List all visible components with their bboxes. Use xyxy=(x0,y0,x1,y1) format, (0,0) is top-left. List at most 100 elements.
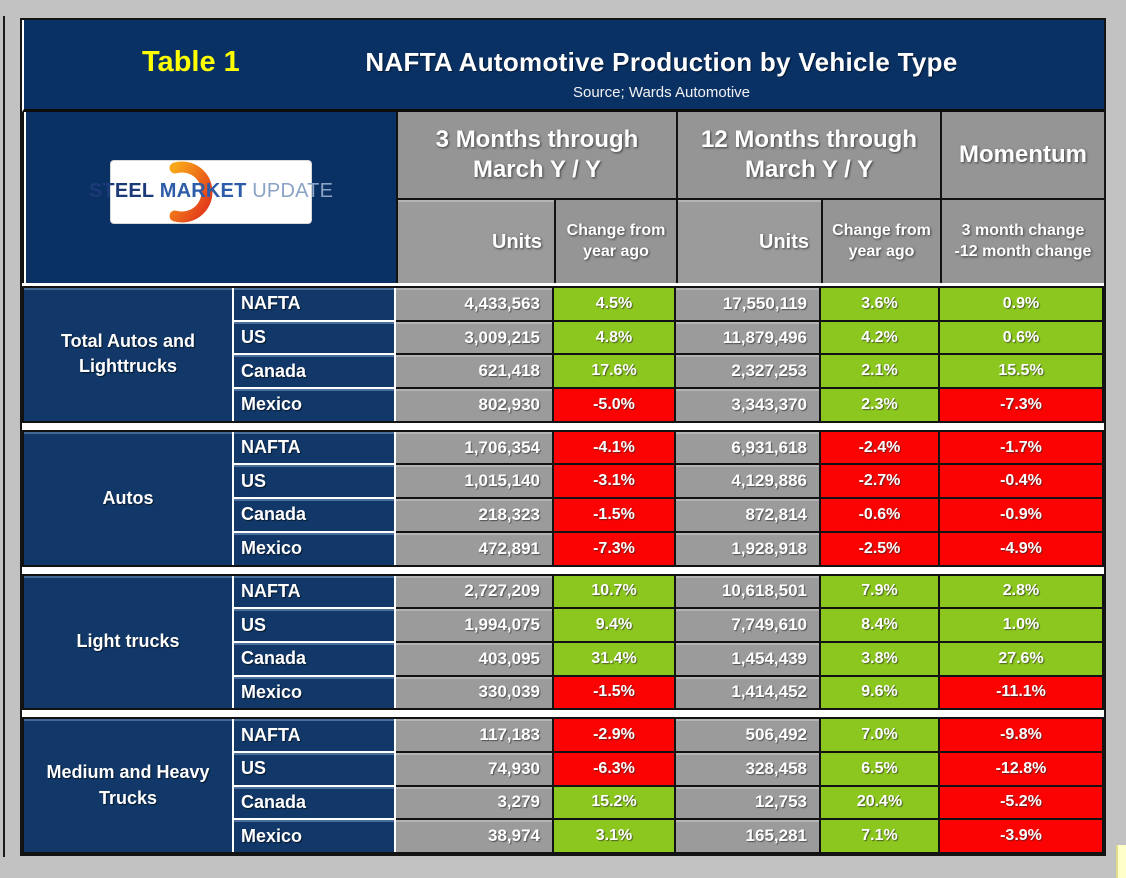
units-3mo-cell: 2,727,209 xyxy=(396,575,552,608)
change-12mo-cell: -2.4% xyxy=(821,431,938,464)
change-3mo-cell: 31.4% xyxy=(554,642,674,675)
change-12mo-cell: -2.7% xyxy=(821,465,938,498)
momentum-cell: -0.9% xyxy=(940,499,1102,531)
change-12mo-cell: -2.5% xyxy=(821,532,938,565)
title-block: NAFTA Automotive Production by Vehicle T… xyxy=(219,20,1104,109)
vehicle-group-block: Light trucks NAFTA 2,727,209 10.7% 10,618,50… xyxy=(22,573,1104,711)
header-momentum: Momentum xyxy=(942,112,1104,198)
units-3mo-cell: 3,009,215 xyxy=(396,321,552,354)
change-12mo-cell: 9.6% xyxy=(821,676,938,709)
momentum-cell: -12.8% xyxy=(940,752,1102,785)
units-12mo-cell: 506,492 xyxy=(676,719,819,751)
region-cell: Canada xyxy=(234,499,394,531)
change-3mo-cell: -4.1% xyxy=(554,431,674,464)
momentum-cell: -1.7% xyxy=(940,431,1102,464)
logo-cell: STEEL MARKET UPDATE xyxy=(24,112,396,283)
change-3mo-cell: -6.3% xyxy=(554,752,674,785)
production-table: Table 1 NAFTA Automotive Production by V… xyxy=(20,18,1106,856)
units-3mo-cell: 117,183 xyxy=(396,719,552,751)
subheader-change-12mo: Change from year ago xyxy=(823,200,940,283)
change-3mo-cell: 17.6% xyxy=(554,355,674,388)
region-cell: Canada xyxy=(234,355,394,388)
units-3mo-cell: 1,706,354 xyxy=(396,431,552,464)
units-12mo-cell: 10,618,501 xyxy=(676,575,819,608)
change-12mo-cell: -0.6% xyxy=(821,499,938,531)
source-caption: Source; Wards Automotive xyxy=(572,84,751,101)
subheader-units-3mo: Units xyxy=(398,200,554,283)
change-12mo-cell: 7.0% xyxy=(821,719,938,751)
subheader-momentum: 3 month change -12 month change xyxy=(942,200,1104,283)
units-3mo-cell: 3,279 xyxy=(396,786,552,819)
header-12-months: 12 Months through March Y / Y xyxy=(678,112,940,198)
units-12mo-cell: 4,129,886 xyxy=(676,465,819,498)
region-cell: Mexico xyxy=(234,389,394,421)
units-12mo-cell: 17,550,119 xyxy=(676,288,819,320)
region-cell: Mexico xyxy=(234,820,394,852)
change-3mo-cell: -1.5% xyxy=(554,676,674,709)
units-12mo-cell: 165,281 xyxy=(676,820,819,852)
units-12mo-cell: 1,454,439 xyxy=(676,642,819,675)
units-12mo-cell: 1,414,452 xyxy=(676,676,819,709)
change-3mo-cell: -2.9% xyxy=(554,719,674,751)
region-cell: NAFTA xyxy=(234,575,394,608)
page-title: NAFTA Automotive Production by Vehicle T… xyxy=(365,47,958,77)
group-label-cell: Total Autos and Lighttrucks xyxy=(24,288,232,421)
header-3-months: 3 Months through March Y / Y xyxy=(398,112,676,198)
momentum-cell: 1.0% xyxy=(940,609,1102,641)
region-cell: NAFTA xyxy=(234,431,394,464)
momentum-cell: -3.9% xyxy=(940,820,1102,852)
logo-word-steel: STEEL xyxy=(88,180,154,202)
momentum-cell: -9.8% xyxy=(940,719,1102,751)
column-header-grid: STEEL MARKET UPDATE 3 Months through Mar… xyxy=(22,112,1104,283)
units-12mo-cell: 2,327,253 xyxy=(676,355,819,388)
momentum-cell: 27.6% xyxy=(940,642,1102,675)
logo-text: STEEL MARKET UPDATE xyxy=(89,180,333,203)
units-12mo-cell: 7,749,610 xyxy=(676,609,819,641)
change-12mo-cell: 20.4% xyxy=(821,786,938,819)
momentum-cell: 0.6% xyxy=(940,321,1102,354)
region-cell: US xyxy=(234,465,394,498)
change-12mo-cell: 7.9% xyxy=(821,575,938,608)
units-12mo-cell: 6,931,618 xyxy=(676,431,819,464)
group-label-cell: Autos xyxy=(24,431,232,565)
units-3mo-cell: 4,433,563 xyxy=(396,288,552,320)
units-3mo-cell: 218,323 xyxy=(396,499,552,531)
units-12mo-cell: 328,458 xyxy=(676,752,819,785)
change-3mo-cell: -7.3% xyxy=(554,532,674,565)
region-cell: US xyxy=(234,752,394,785)
change-3mo-cell: 3.1% xyxy=(554,820,674,852)
vehicle-group-block: Total Autos and Lighttrucks NAFTA 4,433,56… xyxy=(22,286,1104,423)
region-cell: NAFTA xyxy=(234,719,394,751)
change-3mo-cell: -1.5% xyxy=(554,499,674,531)
change-12mo-cell: 3.8% xyxy=(821,642,938,675)
units-3mo-cell: 38,974 xyxy=(396,820,552,852)
vehicle-group-block: Medium and Heavy Trucks NAFTA 117,183 -2.9%… xyxy=(22,717,1104,854)
momentum-cell: -7.3% xyxy=(940,389,1102,421)
change-12mo-cell: 2.1% xyxy=(821,355,938,388)
region-cell: NAFTA xyxy=(234,288,394,320)
momentum-cell: 2.8% xyxy=(940,575,1102,608)
units-3mo-cell: 1,015,140 xyxy=(396,465,552,498)
change-3mo-cell: 15.2% xyxy=(554,786,674,819)
units-3mo-cell: 621,418 xyxy=(396,355,552,388)
table-number-label: Table 1 xyxy=(142,46,240,78)
group-label-cell: Light trucks xyxy=(24,575,232,709)
momentum-cell: -5.2% xyxy=(940,786,1102,819)
group-label-cell: Medium and Heavy Trucks xyxy=(24,719,232,852)
change-12mo-cell: 2.3% xyxy=(821,389,938,421)
change-3mo-cell: -3.1% xyxy=(554,465,674,498)
momentum-cell: -4.9% xyxy=(940,532,1102,565)
note-fragment xyxy=(1116,845,1126,878)
title-bar: Table 1 NAFTA Automotive Production by V… xyxy=(22,20,1104,112)
momentum-cell: -0.4% xyxy=(940,465,1102,498)
change-3mo-cell: 4.8% xyxy=(554,321,674,354)
change-3mo-cell: 10.7% xyxy=(554,575,674,608)
table-body: Total Autos and Lighttrucks NAFTA 4,433,56… xyxy=(22,283,1104,854)
window-frame-line xyxy=(3,16,5,857)
units-12mo-cell: 11,879,496 xyxy=(676,321,819,354)
momentum-cell: 15.5% xyxy=(940,355,1102,388)
change-12mo-cell: 7.1% xyxy=(821,820,938,852)
region-cell: Mexico xyxy=(234,532,394,565)
units-3mo-cell: 472,891 xyxy=(396,532,552,565)
units-12mo-cell: 3,343,370 xyxy=(676,389,819,421)
